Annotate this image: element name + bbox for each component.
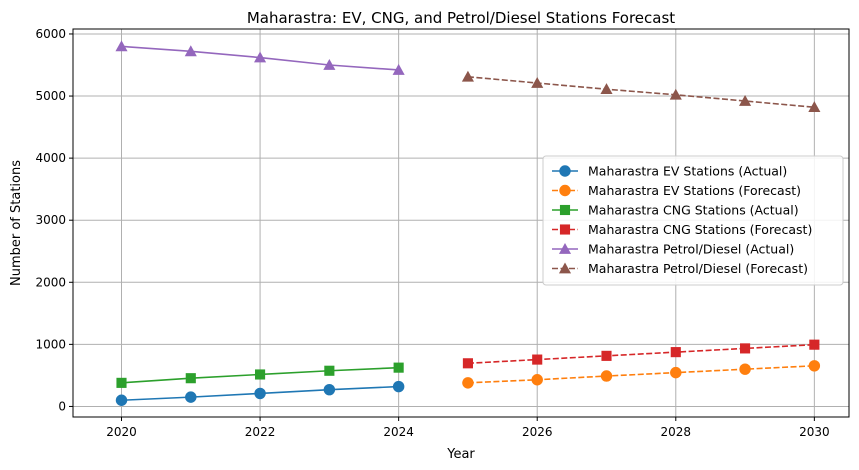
data-point-marker (393, 362, 404, 373)
data-point-marker (255, 369, 266, 380)
x-tick-label: 2022 (245, 425, 276, 439)
legend-entry: Maharastra EV Stations (Actual) (552, 164, 787, 179)
data-point-marker (808, 360, 821, 372)
x-tick-label: 2030 (799, 425, 830, 439)
data-point-marker (462, 377, 474, 389)
legend-label: Maharastra Petrol/Diesel (Actual) (588, 242, 794, 257)
series-group (462, 360, 821, 389)
data-point-marker (185, 373, 196, 384)
series-group (115, 40, 405, 75)
legend-box (542, 155, 844, 286)
data-point-marker (670, 366, 682, 379)
legend-label: Maharastra CNG Stations (Forecast) (588, 222, 812, 237)
data-point-marker (323, 58, 336, 70)
x-tick-label: 2028 (661, 425, 692, 439)
data-point-marker (559, 224, 571, 235)
legend-label: Maharastra Petrol/Diesel (Forecast) (588, 261, 808, 276)
series-group (115, 380, 405, 406)
series-group (462, 339, 820, 369)
y-tick-label: 1000 (35, 337, 66, 351)
data-point-marker (184, 45, 197, 57)
data-point-marker (558, 262, 572, 274)
y-tick-label: 2000 (35, 275, 66, 289)
data-point-marker (601, 350, 612, 361)
data-point-marker (531, 76, 544, 88)
data-point-marker (600, 370, 613, 382)
legend-label: Maharastra EV Stations (Actual) (588, 164, 787, 179)
y-tick-label: 6000 (35, 27, 66, 41)
data-point-marker (559, 165, 571, 177)
data-point-marker (740, 343, 751, 354)
x-axis-label: Year (446, 447, 475, 462)
y-tick-label: 4000 (35, 151, 66, 165)
data-point-marker (739, 94, 752, 106)
data-point-marker (462, 358, 473, 369)
series-line (467, 364, 815, 384)
data-point-marker (254, 51, 267, 63)
y-tick-label: 0 (58, 399, 66, 413)
legend-entry: Maharastra Petrol/Diesel (Forecast) (552, 261, 808, 276)
x-tick-label: 2024 (383, 425, 414, 439)
y-tick-label: 5000 (35, 89, 66, 103)
series-line (467, 343, 815, 365)
data-point-marker (115, 394, 128, 406)
data-point-marker (808, 101, 821, 113)
data-point-marker (739, 363, 751, 375)
legend-entry: Maharastra CNG Stations (Forecast) (552, 222, 812, 237)
x-tick-label: 2020 (106, 425, 137, 439)
data-point-marker (461, 70, 474, 82)
data-point-marker (531, 374, 543, 386)
data-point-marker (559, 204, 571, 216)
data-point-marker (324, 365, 335, 376)
legend-entry: Maharastra CNG Stations (Actual) (552, 203, 799, 218)
data-point-marker (600, 83, 613, 95)
data-point-marker (115, 40, 128, 52)
series-group (461, 70, 821, 113)
series-layer (115, 40, 821, 406)
y-tick-label: 3000 (35, 213, 66, 227)
data-point-marker (670, 347, 681, 358)
x-tick-label: 2026 (522, 425, 553, 439)
legend-entry: Maharastra EV Stations (Forecast) (552, 183, 801, 198)
y-axis-ticks: 0 1000 2000 3000 4000 5000 6000 (35, 27, 73, 413)
data-point-marker (254, 387, 266, 400)
legend: Maharastra EV Stations (Actual) Maharastr… (542, 155, 844, 286)
data-point-marker (116, 377, 127, 388)
data-point-marker (532, 354, 543, 365)
legend-label: Maharastra CNG Stations (Actual) (588, 203, 799, 218)
chart-title: Maharastra: EV, CNG, and Petrol/Diesel S… (247, 9, 675, 27)
data-point-marker (558, 242, 572, 254)
x-axis-ticks: 2020 2022 2024 2026 2028 2030 (106, 417, 830, 439)
data-point-marker (392, 63, 405, 75)
data-point-marker (392, 380, 405, 393)
series-group (116, 362, 404, 388)
legend-label: Maharastra EV Stations (Forecast) (588, 183, 801, 198)
data-point-marker (669, 88, 682, 100)
y-axis-label: Number of Stations (9, 160, 24, 286)
legend-entry: Maharastra Petrol/Diesel (Actual) (552, 242, 794, 257)
data-point-marker (185, 391, 197, 403)
series-line (467, 76, 815, 109)
data-point-marker (559, 184, 571, 197)
data-point-marker (809, 339, 820, 350)
plot-frame (72, 28, 850, 418)
data-point-marker (323, 383, 336, 396)
